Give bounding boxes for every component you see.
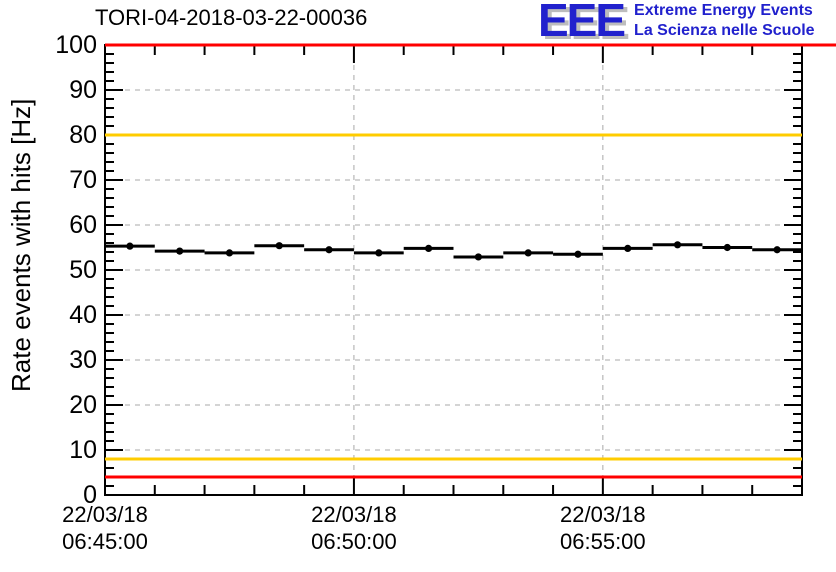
eee-logo-line1: Extreme Energy Events bbox=[634, 2, 813, 19]
data-point bbox=[425, 244, 433, 252]
data-point bbox=[624, 244, 632, 252]
y-tick-label: 90 bbox=[69, 76, 97, 104]
y-tick-label: 80 bbox=[69, 121, 97, 149]
data-point bbox=[474, 253, 482, 261]
x-tick-time: 06:45:00 bbox=[62, 529, 148, 554]
y-tick-label: 30 bbox=[69, 346, 97, 374]
eee-logo: EEE Extreme Energy Events La Scienza nel… bbox=[538, 0, 815, 46]
x-tick-date: 22/03/18 bbox=[62, 502, 148, 527]
eee-logo-acronym: EEE bbox=[538, 0, 626, 46]
y-tick-label: 20 bbox=[69, 391, 97, 419]
data-point bbox=[225, 249, 234, 257]
eee-logo-line2: La Scienza nelle Scuole bbox=[634, 22, 815, 39]
x-tick-date: 22/03/18 bbox=[311, 502, 397, 527]
chart-title: TORI-04-2018-03-22-00036 bbox=[95, 5, 368, 30]
y-tick-label: 10 bbox=[69, 436, 97, 464]
data-point bbox=[325, 246, 333, 254]
y-tick-label: 40 bbox=[69, 301, 97, 329]
x-tick-label: 22/03/18 06:50:00 bbox=[269, 501, 439, 555]
y-tick-label: 60 bbox=[69, 211, 97, 239]
data-point bbox=[673, 241, 682, 249]
data-point bbox=[524, 249, 532, 257]
x-tick-label: 22/03/18 06:55:00 bbox=[518, 501, 688, 555]
data-point bbox=[275, 242, 283, 250]
data-point bbox=[574, 250, 582, 258]
data-point bbox=[126, 242, 134, 250]
data-point bbox=[375, 249, 383, 257]
x-tick-time: 06:50:00 bbox=[311, 529, 397, 554]
eee-logo-text: Extreme Energy Events La Scienza nelle S… bbox=[634, 1, 815, 40]
x-tick-date: 22/03/18 bbox=[560, 502, 646, 527]
y-tick-label: 0 bbox=[83, 481, 97, 509]
data-point bbox=[176, 247, 184, 255]
data-point bbox=[723, 243, 731, 252]
y-tick-label: 50 bbox=[69, 256, 97, 284]
x-tick-label: 22/03/18 06:45:00 bbox=[20, 501, 190, 555]
y-tick-label: 100 bbox=[55, 31, 97, 59]
y-tick-label: 70 bbox=[69, 166, 97, 194]
data-point bbox=[773, 246, 781, 254]
x-tick-time: 06:55:00 bbox=[560, 529, 646, 554]
